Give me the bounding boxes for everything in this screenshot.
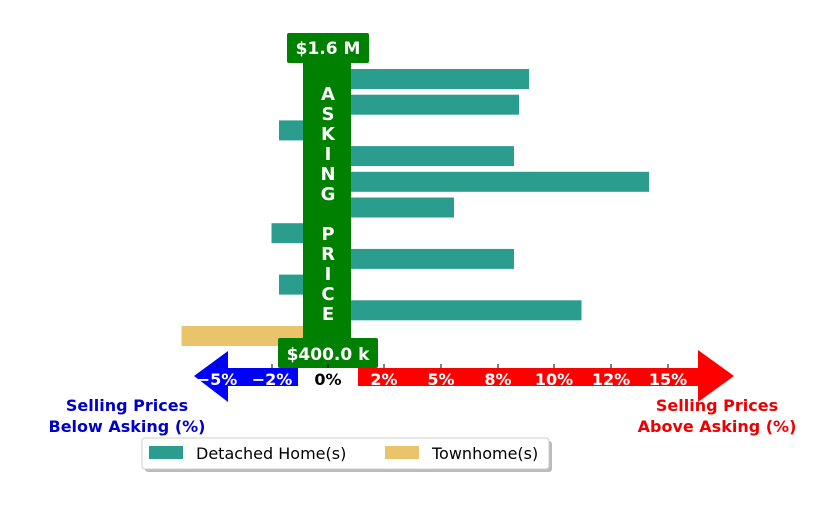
asking-price-letter: E	[322, 304, 334, 325]
above-asking-label-line2: Above Asking (%)	[638, 417, 797, 436]
legend-label-detached: Detached Home(s)	[196, 444, 346, 463]
bottom-price-label: $400.0 k	[287, 345, 371, 365]
x-tick-label: 12%	[592, 370, 630, 389]
bar-detached-9	[279, 274, 304, 295]
bar-detached-8	[304, 248, 514, 269]
x-tick-label: 15%	[649, 370, 687, 389]
bottom-price-badge	[278, 338, 378, 368]
bar-detached-2	[304, 94, 519, 115]
asking-price-letter: A	[321, 84, 335, 105]
legend-box	[141, 437, 550, 470]
asking-price-letter: N	[320, 164, 335, 185]
legend: Detached Home(s) Townhome(s)	[141, 437, 552, 472]
x-tick-label: −2%	[252, 370, 293, 389]
asking-price-letter: I	[325, 264, 332, 285]
above-asking-label-line1: Selling Prices	[656, 396, 778, 415]
bar-detached-3	[279, 120, 304, 141]
x-tick-label: 8%	[484, 370, 511, 389]
x-axis-ticks: −5% −2% 0% 2% 5% 8% 10% 12% 15%	[197, 364, 687, 389]
asking-price-letter: G	[321, 184, 336, 205]
below-asking-arrow	[194, 351, 298, 402]
bar-townhome-11	[181, 326, 304, 346]
asking-price-letter: P	[321, 224, 334, 245]
x-tick-label: 10%	[535, 370, 573, 389]
asking-price-letter: S	[322, 104, 335, 125]
legend-swatch-detached	[149, 446, 183, 459]
x-tick-label: −5%	[197, 370, 238, 389]
bar-detached-1	[304, 69, 529, 89]
asking-price-letter: I	[325, 144, 332, 165]
asking-price-letter: K	[321, 124, 336, 145]
bar-detached-7	[271, 223, 304, 244]
x-tick-label: 5%	[427, 370, 454, 389]
top-price-label: $1.6 M	[296, 39, 361, 59]
below-asking-label-line1: Selling Prices	[66, 396, 188, 415]
legend-label-townhome: Townhome(s)	[431, 444, 538, 463]
asking-price-letter: R	[321, 244, 335, 265]
x-tick-label: 0%	[314, 370, 341, 389]
asking-price-letter: C	[321, 284, 334, 305]
bar-detached-5	[304, 171, 649, 192]
legend-swatch-townhome	[385, 446, 419, 459]
bar-detached-10	[304, 300, 582, 321]
asking-price-band	[303, 60, 351, 350]
below-asking-label-line2: Below Asking (%)	[49, 417, 206, 436]
top-price-badge	[287, 33, 369, 63]
x-tick-label: 2%	[370, 370, 397, 389]
bars-layer	[181, 69, 649, 346]
above-asking-arrow	[358, 350, 734, 402]
bar-detached-4	[304, 146, 514, 167]
